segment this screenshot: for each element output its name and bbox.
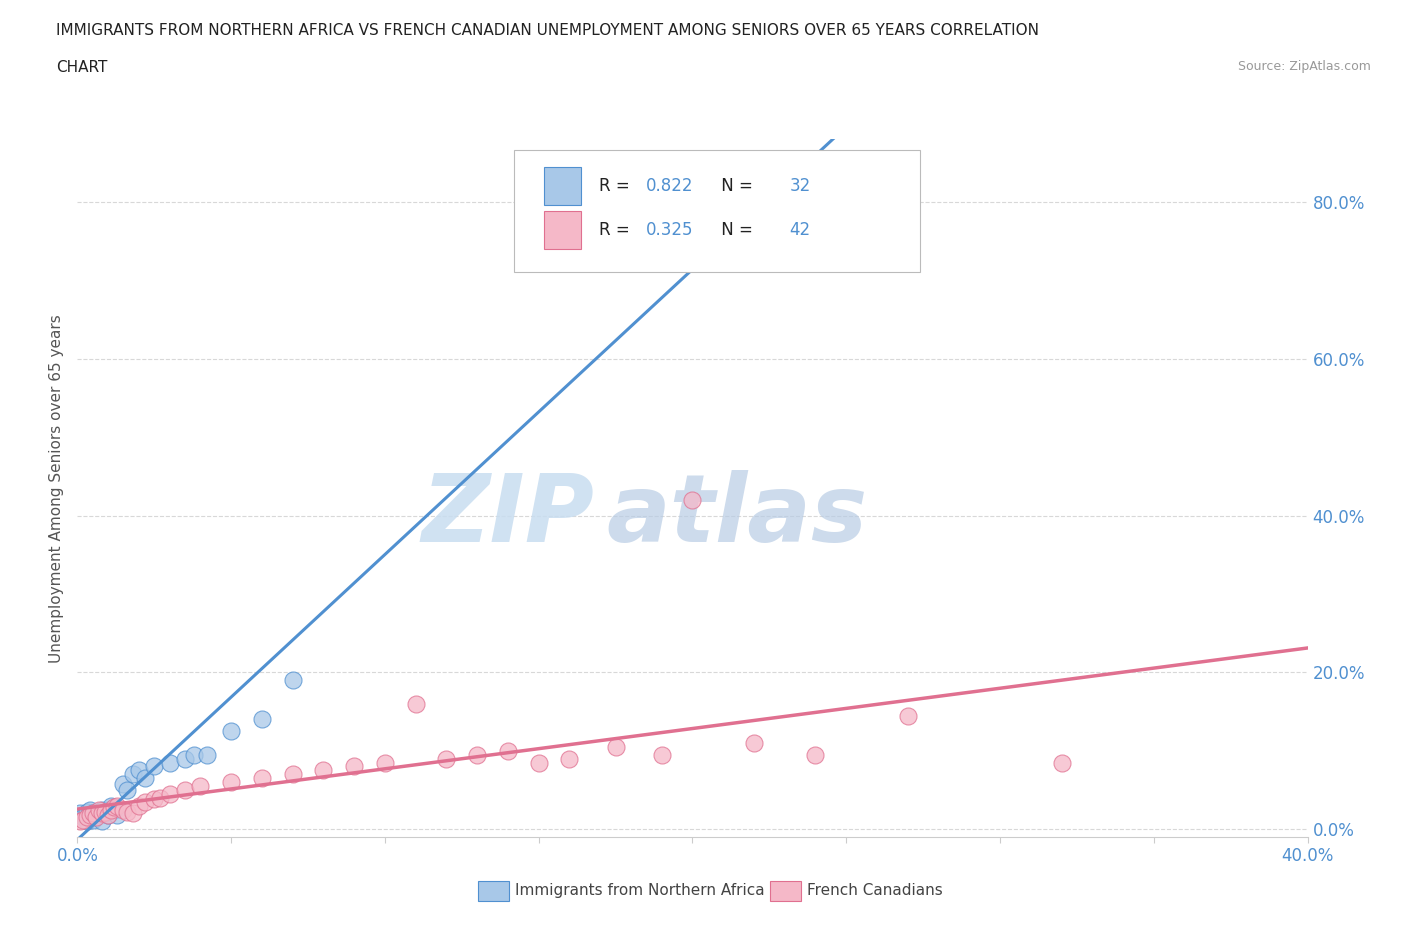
Point	[76, 804, 98, 819]
Point	[134, 794, 156, 809]
Point	[87, 804, 110, 819]
Text: Immigrants from Northern Africa: Immigrants from Northern Africa	[515, 884, 765, 898]
Point	[100, 798, 122, 813]
Point	[69, 806, 91, 821]
Point	[465, 748, 488, 763]
Point	[188, 778, 212, 793]
Text: N =: N =	[716, 221, 758, 239]
Point	[711, 187, 734, 202]
Point	[121, 806, 143, 821]
Point	[1050, 755, 1073, 770]
Point	[100, 803, 122, 817]
Text: ZIP: ZIP	[422, 471, 595, 562]
Text: atlas: atlas	[606, 471, 868, 562]
Point	[897, 708, 920, 723]
Text: CHART: CHART	[56, 60, 108, 75]
Text: IMMIGRANTS FROM NORTHERN AFRICA VS FRENCH CANADIAN UNEMPLOYMENT AMONG SENIORS OV: IMMIGRANTS FROM NORTHERN AFRICA VS FRENC…	[56, 23, 1039, 38]
Point	[250, 771, 273, 786]
Point	[174, 751, 197, 766]
Point	[76, 810, 98, 825]
Point	[79, 810, 101, 825]
FancyBboxPatch shape	[515, 150, 920, 272]
Point	[496, 743, 519, 758]
Point	[82, 812, 104, 827]
Point	[84, 807, 107, 822]
Point	[121, 767, 143, 782]
Text: 32: 32	[790, 178, 811, 195]
Point	[143, 792, 166, 807]
FancyBboxPatch shape	[544, 211, 581, 249]
Text: Source: ZipAtlas.com: Source: ZipAtlas.com	[1237, 60, 1371, 73]
Point	[804, 748, 827, 763]
Point	[103, 803, 125, 817]
Text: 0.325: 0.325	[645, 221, 693, 239]
Point	[105, 798, 128, 813]
Point	[90, 806, 114, 821]
Point	[174, 782, 197, 797]
Point	[405, 697, 427, 711]
Point	[90, 803, 114, 817]
Point	[605, 739, 627, 754]
Point	[281, 767, 304, 782]
Point	[143, 759, 166, 774]
Point	[436, 751, 458, 766]
Point	[115, 804, 138, 819]
Point	[112, 777, 135, 791]
FancyBboxPatch shape	[544, 167, 581, 206]
Point	[72, 810, 94, 825]
Point	[651, 748, 673, 763]
Point	[159, 755, 181, 770]
Point	[97, 807, 120, 822]
Point	[312, 763, 335, 777]
Point	[115, 782, 138, 797]
Point	[343, 759, 366, 774]
Point	[94, 806, 117, 821]
Point	[97, 803, 120, 817]
Point	[250, 712, 273, 727]
Text: French Canadians: French Canadians	[807, 884, 943, 898]
Point	[87, 803, 110, 817]
Point	[149, 790, 172, 805]
Point	[682, 493, 704, 508]
Point	[69, 814, 91, 829]
Point	[374, 755, 396, 770]
Point	[97, 807, 120, 822]
Point	[82, 806, 104, 821]
Text: R =: R =	[599, 221, 636, 239]
Point	[281, 672, 304, 687]
Point	[84, 810, 107, 825]
Text: 0.822: 0.822	[645, 178, 693, 195]
Point	[90, 814, 114, 829]
Point	[76, 814, 98, 829]
Point	[159, 787, 181, 802]
Point	[72, 812, 94, 827]
Point	[134, 771, 156, 786]
Point	[219, 724, 242, 738]
Point	[527, 755, 550, 770]
Text: 42: 42	[790, 221, 811, 239]
Point	[105, 807, 128, 822]
Point	[183, 748, 205, 763]
Text: R =: R =	[599, 178, 636, 195]
Point	[558, 751, 581, 766]
Point	[219, 775, 242, 790]
Point	[79, 803, 101, 817]
Point	[103, 800, 125, 815]
Point	[742, 736, 765, 751]
Point	[128, 798, 150, 813]
Point	[79, 807, 101, 822]
Y-axis label: Unemployment Among Seniors over 65 years: Unemployment Among Seniors over 65 years	[49, 314, 65, 662]
Point	[195, 748, 218, 763]
Text: N =: N =	[716, 178, 758, 195]
Point	[94, 804, 117, 819]
Point	[82, 806, 104, 821]
Point	[128, 763, 150, 777]
Point	[112, 803, 135, 817]
